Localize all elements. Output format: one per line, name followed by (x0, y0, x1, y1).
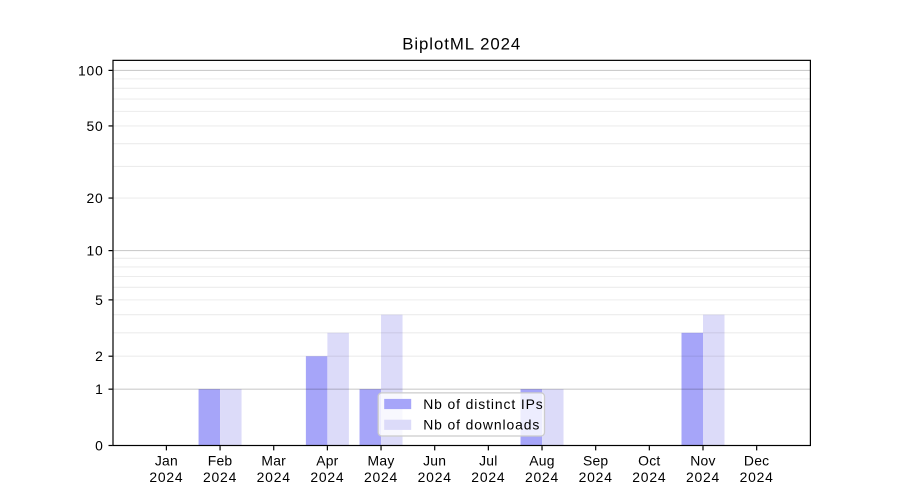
svg-text:2024: 2024 (203, 469, 237, 485)
svg-text:2024: 2024 (418, 469, 452, 485)
svg-text:2024: 2024 (525, 469, 559, 485)
svg-text:Feb: Feb (208, 453, 233, 469)
svg-text:2024: 2024 (579, 469, 613, 485)
svg-text:10: 10 (87, 243, 104, 259)
svg-text:Jul: Jul (479, 453, 498, 469)
svg-text:Jan: Jan (155, 453, 178, 469)
svg-text:100: 100 (78, 62, 104, 78)
svg-text:Sep: Sep (583, 453, 608, 469)
svg-text:2024: 2024 (310, 469, 344, 485)
svg-text:2024: 2024 (740, 469, 774, 485)
svg-text:2024: 2024 (149, 469, 183, 485)
svg-text:0: 0 (95, 437, 104, 453)
svg-text:5: 5 (95, 292, 104, 308)
svg-text:Nb of downloads: Nb of downloads (423, 417, 540, 433)
svg-text:1: 1 (95, 381, 104, 397)
svg-text:2024: 2024 (686, 469, 720, 485)
svg-text:May: May (368, 453, 395, 469)
svg-text:Dec: Dec (744, 453, 769, 469)
svg-text:2024: 2024 (632, 469, 666, 485)
svg-text:Apr: Apr (316, 453, 338, 469)
svg-text:2: 2 (95, 348, 104, 364)
svg-text:Oct: Oct (638, 453, 660, 469)
svg-text:20: 20 (87, 190, 104, 206)
svg-text:Jun: Jun (423, 453, 446, 469)
svg-text:Nov: Nov (690, 453, 715, 469)
svg-text:50: 50 (87, 118, 104, 134)
svg-text:2024: 2024 (257, 469, 291, 485)
svg-text:BiplotML 2024: BiplotML 2024 (402, 35, 521, 54)
svg-text:2024: 2024 (471, 469, 505, 485)
svg-text:Aug: Aug (529, 453, 554, 469)
svg-text:Mar: Mar (261, 453, 286, 469)
svg-text:2024: 2024 (364, 469, 398, 485)
svg-text:Nb of distinct IPs: Nb of distinct IPs (423, 396, 543, 412)
